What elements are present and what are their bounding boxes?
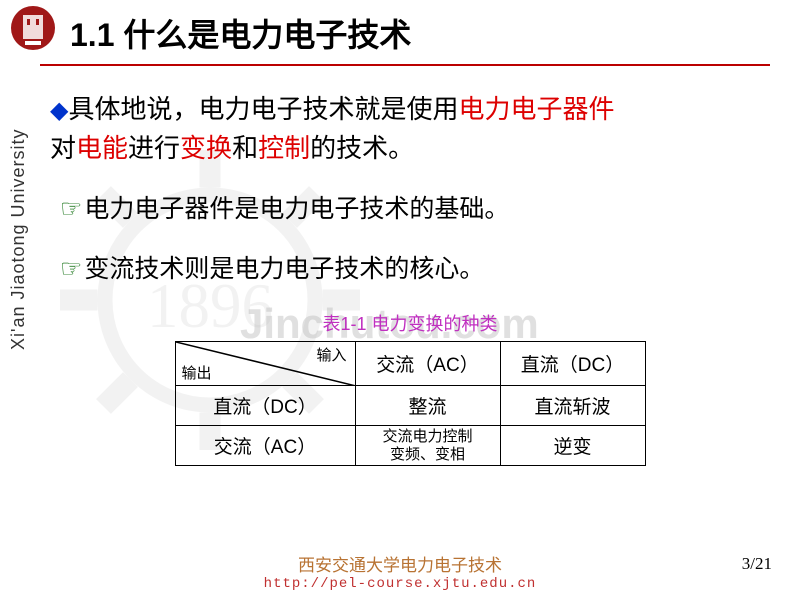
p1-red-1: 电力电子器件 — [458, 95, 614, 124]
table-caption: 表1-1 电力变换的种类 — [50, 310, 770, 336]
p1-text-4: 和 — [232, 134, 258, 163]
pointer-icon: ☞ — [60, 196, 82, 223]
p1-text-5: 的技术。 — [310, 134, 414, 163]
slide-title: 1.1 什么是电力电子技术 — [70, 10, 780, 56]
slide-body: ◆具体地说，电力电子技术就是使用电力电子器件 对电能进行变换和控制的技术。 ☞电… — [50, 90, 770, 466]
paragraph-2: ☞电力电子器件是电力电子技术的基础。 — [50, 190, 770, 230]
p2-text: 电力电子器件是电力电子技术的基础。 — [84, 196, 509, 223]
conversion-table: 输入 输出 交流（AC） 直流（DC） 直流（DC） 整流 直流斩波 交流（AC… — [50, 341, 770, 466]
cell-chopper: 直流斩波 — [500, 386, 645, 426]
diamond-bullet-icon: ◆ — [50, 98, 68, 124]
p1-text-1: 具体地说，电力电子技术就是使用 — [68, 95, 458, 124]
col-header-dc: 直流（DC） — [500, 342, 645, 386]
row-header-ac: 交流（AC） — [175, 426, 355, 466]
table-diag-header: 输入 输出 — [175, 342, 355, 386]
p1-red-2: 电能 — [76, 134, 128, 163]
footer-url: http://pel-course.xjtu.edu.cn — [0, 576, 800, 592]
pointer-icon: ☞ — [60, 256, 82, 283]
p1-red-3: 变换 — [180, 134, 232, 163]
cell-invert: 逆变 — [500, 426, 645, 466]
footer-institution: 西安交通大学电力电子技术 — [0, 551, 800, 576]
slide-header: 1.1 什么是电力电子技术 — [70, 10, 780, 56]
cell-ac-control: 交流电力控制变频、变相 — [355, 426, 500, 466]
p3-text: 变流技术则是电力电子技术的核心。 — [84, 256, 484, 283]
row-header-dc: 直流（DC） — [175, 386, 355, 426]
p1-text-3: 进行 — [128, 134, 180, 163]
paragraph-1: ◆具体地说，电力电子技术就是使用电力电子器件 对电能进行变换和控制的技术。 — [50, 90, 770, 168]
col-header-ac: 交流（AC） — [355, 342, 500, 386]
cell-rectify: 整流 — [355, 386, 500, 426]
title-rule — [40, 64, 770, 66]
p1-text-2: 对 — [50, 134, 76, 163]
paragraph-3: ☞变流技术则是电力电子技术的核心。 — [50, 250, 770, 290]
university-logo — [10, 5, 56, 51]
page-number: 3/21 — [742, 554, 772, 574]
col-axis-label: 输入 — [316, 344, 346, 365]
university-side-label: Xi'an Jiaotong University — [8, 128, 29, 350]
p1-red-4: 控制 — [258, 134, 310, 163]
row-axis-label: 输出 — [182, 362, 212, 383]
slide-footer: 西安交通大学电力电子技术 http://pel-course.xjtu.edu.… — [0, 551, 800, 592]
